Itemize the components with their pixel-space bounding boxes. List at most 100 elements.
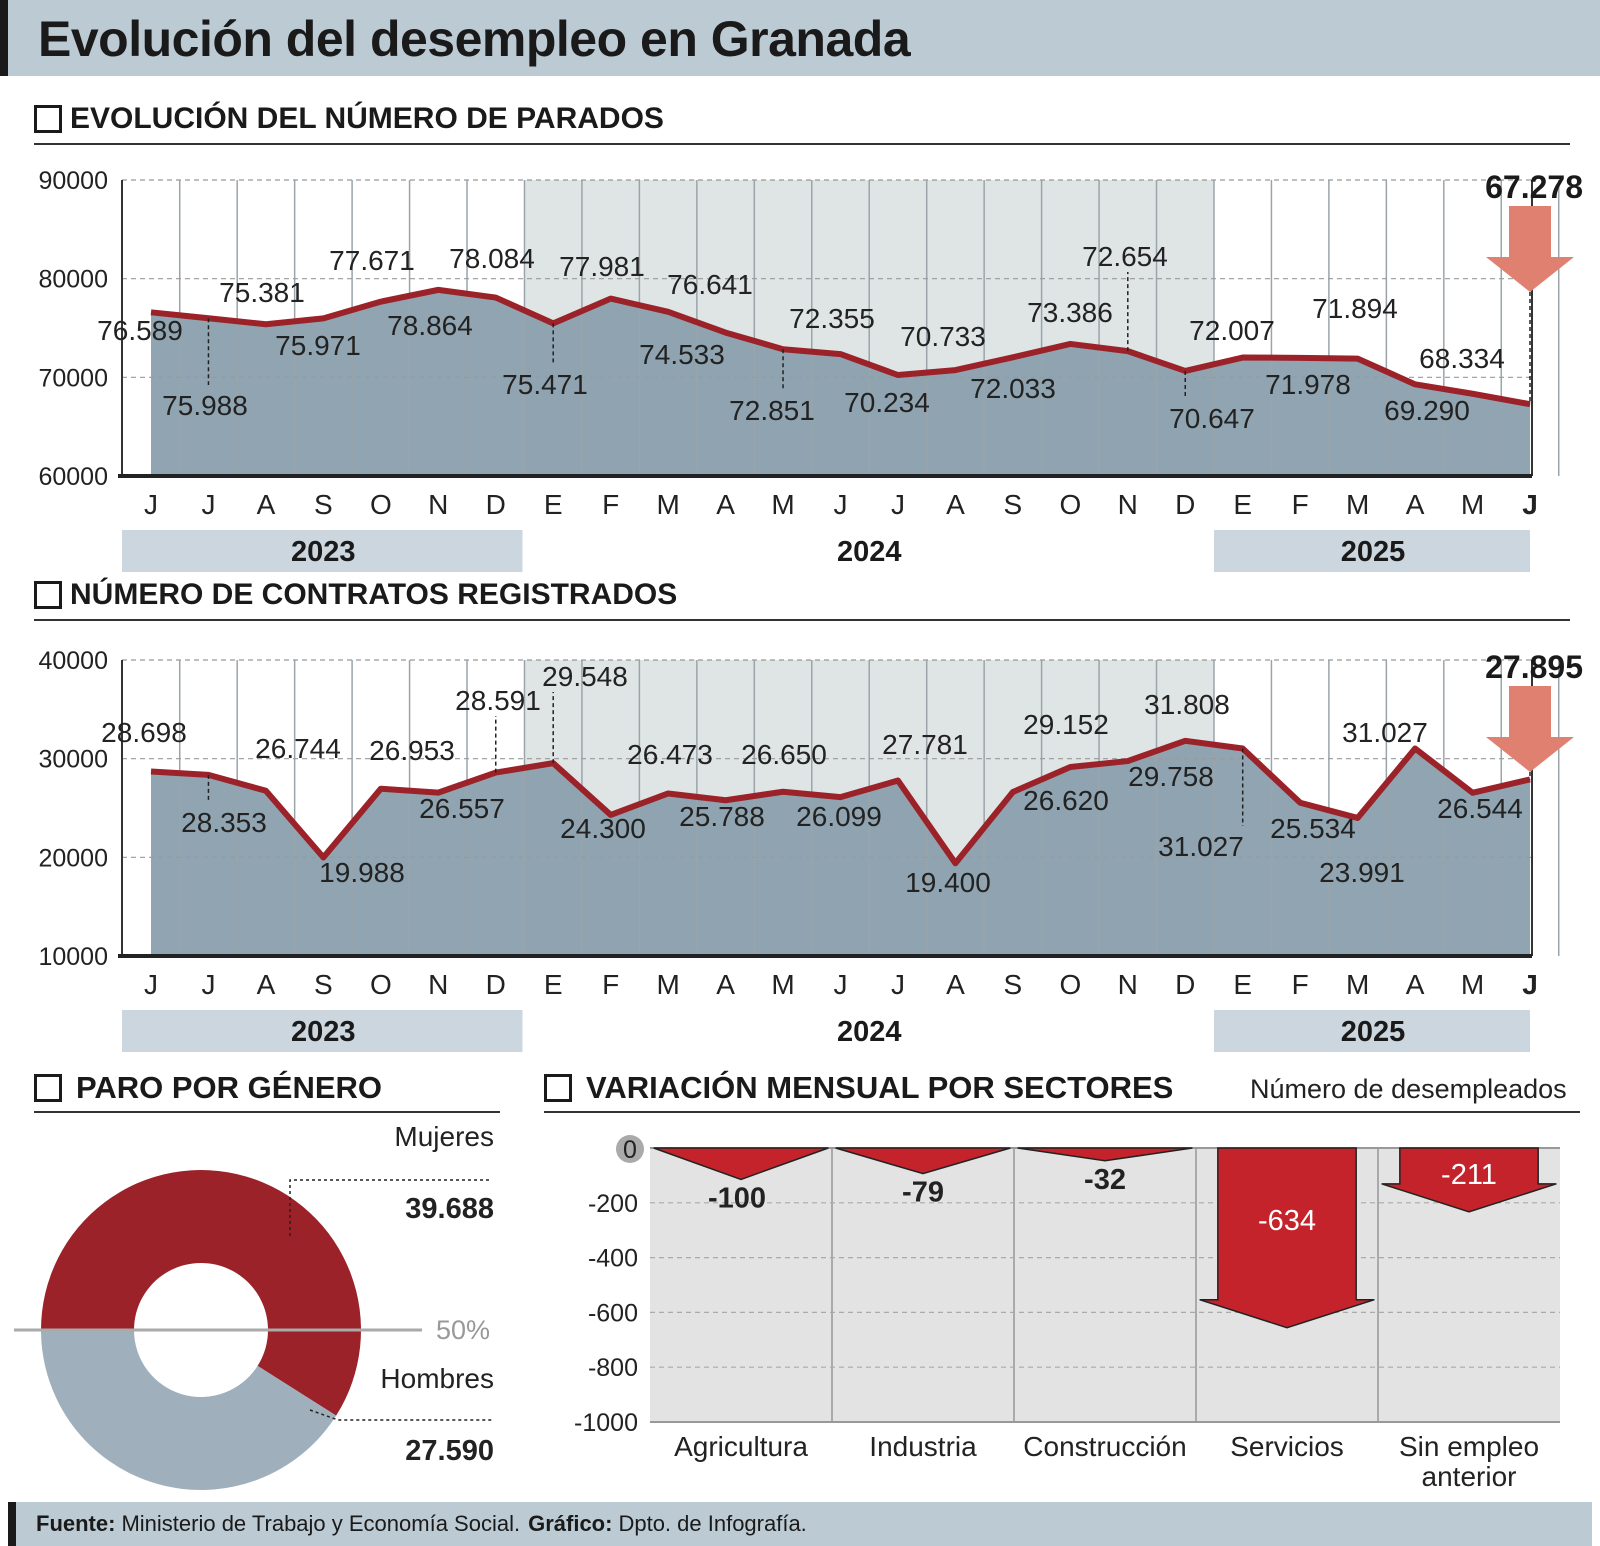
contratos-year-label: 2023 bbox=[291, 1016, 356, 1048]
contratos-month-label: N bbox=[428, 969, 448, 1000]
parados-year-band bbox=[1213, 530, 1530, 572]
parados-data-label: 72.007 bbox=[1189, 315, 1275, 346]
parados-month-label: J bbox=[201, 489, 215, 520]
contratos-month-label: M bbox=[656, 969, 679, 1000]
bar-arrow-3 bbox=[1199, 1147, 1375, 1329]
contratos-month-label: A bbox=[946, 969, 965, 1000]
mujeres-value: 39.688 bbox=[405, 1193, 494, 1225]
contratos-year-label: 2024 bbox=[837, 1016, 902, 1048]
section-title-genero-text: PARO POR GÉNERO bbox=[76, 1070, 383, 1105]
parados-data-label: 70.234 bbox=[844, 387, 930, 418]
parados-month-label: E bbox=[544, 489, 563, 520]
parados-data-label: 70.647 bbox=[1169, 403, 1255, 434]
contratos-data-label: 26.544 bbox=[1437, 793, 1523, 824]
bar-ytick: -800 bbox=[588, 1354, 638, 1382]
sectores-bar-chart: 0 -200 -400 -600 -800 -1000 -100 Agricultura -79… bbox=[574, 1135, 1560, 1492]
contratos-month-label: M bbox=[771, 969, 794, 1000]
contratos-month-label: A bbox=[716, 969, 735, 1000]
contratos-month-label: J bbox=[1522, 969, 1538, 1000]
parados-month-label: J bbox=[834, 489, 848, 520]
contratos-year-band bbox=[122, 1010, 523, 1052]
contratos-area-chart: 10000 20000 30000 40000 28.698 28.353 26.744 19… bbox=[38, 647, 1583, 1052]
bar-category-label: Industria bbox=[869, 1431, 977, 1462]
parados-month-label: J bbox=[891, 489, 905, 520]
contratos-highlight-label: 27.895 bbox=[1485, 649, 1583, 685]
parados-data-label: 72.355 bbox=[789, 303, 875, 334]
donut-slice-mujeres bbox=[41, 1170, 361, 1416]
parados-month-label: A bbox=[716, 489, 735, 520]
contratos-month-label: D bbox=[486, 969, 506, 1000]
contratos-month-label: M bbox=[1461, 969, 1484, 1000]
contratos-data-label: 23.991 bbox=[1319, 857, 1405, 888]
parados-data-label: 72.654 bbox=[1082, 241, 1168, 272]
parados-highlight-label: 67.278 bbox=[1485, 169, 1583, 205]
section-title-genero: PARO POR GÉNERO bbox=[34, 1070, 382, 1106]
parados-year-label: 2024 bbox=[837, 536, 902, 568]
parados-arrow-down-icon bbox=[1486, 206, 1574, 292]
contratos-data-label: 31.027 bbox=[1342, 717, 1428, 748]
contratos-data-label: 26.557 bbox=[419, 793, 505, 824]
contratos-data-label: 26.099 bbox=[796, 801, 882, 832]
contratos-data-label: 24.300 bbox=[560, 813, 646, 844]
parados-data-label: 72.033 bbox=[970, 373, 1056, 404]
section-title-parados-text: EVOLUCIÓN DEL NÚMERO DE PARADOS bbox=[70, 102, 664, 135]
parados-month-label: A bbox=[257, 489, 276, 520]
zero-tick-bg bbox=[616, 1135, 644, 1163]
parados-data-label: 72.851 bbox=[729, 395, 815, 426]
parados-month-label: D bbox=[486, 489, 506, 520]
parados-ytick: 60000 bbox=[38, 463, 108, 491]
contratos-month-label: J bbox=[834, 969, 848, 1000]
footer: Fuente: Ministerio de Trabajo y Economía… bbox=[8, 1502, 1592, 1546]
contratos-data-label: 26.620 bbox=[1023, 785, 1109, 816]
bar-ytick: -200 bbox=[588, 1190, 638, 1218]
parados-month-label: F bbox=[1292, 489, 1309, 520]
parados-month-label: A bbox=[946, 489, 965, 520]
parados-month-label: J bbox=[144, 489, 158, 520]
bar-ytick: -1000 bbox=[574, 1409, 638, 1437]
contratos-data-label: 26.953 bbox=[369, 735, 455, 766]
contratos-data-label: 28.591 bbox=[455, 685, 541, 716]
parados-data-label: 71.978 bbox=[1265, 369, 1351, 400]
contratos-ytick: 20000 bbox=[38, 844, 108, 872]
contratos-ytick: 10000 bbox=[38, 943, 108, 971]
checkbox-icon bbox=[34, 1074, 62, 1102]
parados-month-label: A bbox=[1406, 489, 1425, 520]
parados-month-label: M bbox=[1346, 489, 1369, 520]
parados-data-label: 76.589 bbox=[97, 315, 183, 346]
contratos-month-label: F bbox=[1292, 969, 1309, 1000]
contratos-data-label: 26.650 bbox=[741, 739, 827, 770]
contratos-month-label: J bbox=[144, 969, 158, 1000]
parados-ytick: 70000 bbox=[38, 364, 108, 392]
bar-category-label: Sin empleo bbox=[1399, 1431, 1539, 1462]
sectores-subtitle: Número de desempleados bbox=[1250, 1074, 1567, 1104]
contratos-data-label: 31.808 bbox=[1144, 689, 1230, 720]
parados-month-label: O bbox=[370, 489, 392, 520]
parados-month-label: M bbox=[656, 489, 679, 520]
contratos-year-band bbox=[1213, 1010, 1530, 1052]
bar-ytick: -600 bbox=[588, 1299, 638, 1327]
parados-data-label: 68.334 bbox=[1419, 343, 1505, 374]
contratos-data-label: 19.400 bbox=[905, 867, 991, 898]
bar-value-label: -100 bbox=[708, 1182, 766, 1214]
contratos-month-label: O bbox=[1059, 969, 1081, 1000]
bar-value-label: -79 bbox=[902, 1177, 944, 1209]
bar-arrow-4 bbox=[1381, 1147, 1557, 1213]
checkbox-icon bbox=[34, 581, 62, 609]
section-title-sectores: VARIACIÓN MENSUAL POR SECTORES bbox=[544, 1070, 1173, 1106]
reference-label: 50% bbox=[436, 1315, 490, 1345]
parados-data-label: 70.733 bbox=[900, 321, 986, 352]
contratos-ytick: 30000 bbox=[38, 746, 108, 774]
contratos-data-label: 29.152 bbox=[1023, 709, 1109, 740]
parados-data-label: 77.671 bbox=[329, 245, 415, 276]
hombres-name: Hombres bbox=[380, 1363, 494, 1394]
parados-month-label: S bbox=[1004, 489, 1023, 520]
parados-month-label: M bbox=[1461, 489, 1484, 520]
donut-slice-hombres bbox=[40, 1330, 337, 1491]
parados-data-label: 75.988 bbox=[162, 390, 248, 421]
contratos-month-label: M bbox=[1346, 969, 1369, 1000]
section-rule bbox=[34, 619, 1570, 621]
parados-year-band bbox=[122, 530, 523, 572]
parados-series-line bbox=[150, 286, 1531, 408]
parados-month-label: E bbox=[1233, 489, 1252, 520]
bar-category-label: Construcción bbox=[1023, 1431, 1186, 1462]
